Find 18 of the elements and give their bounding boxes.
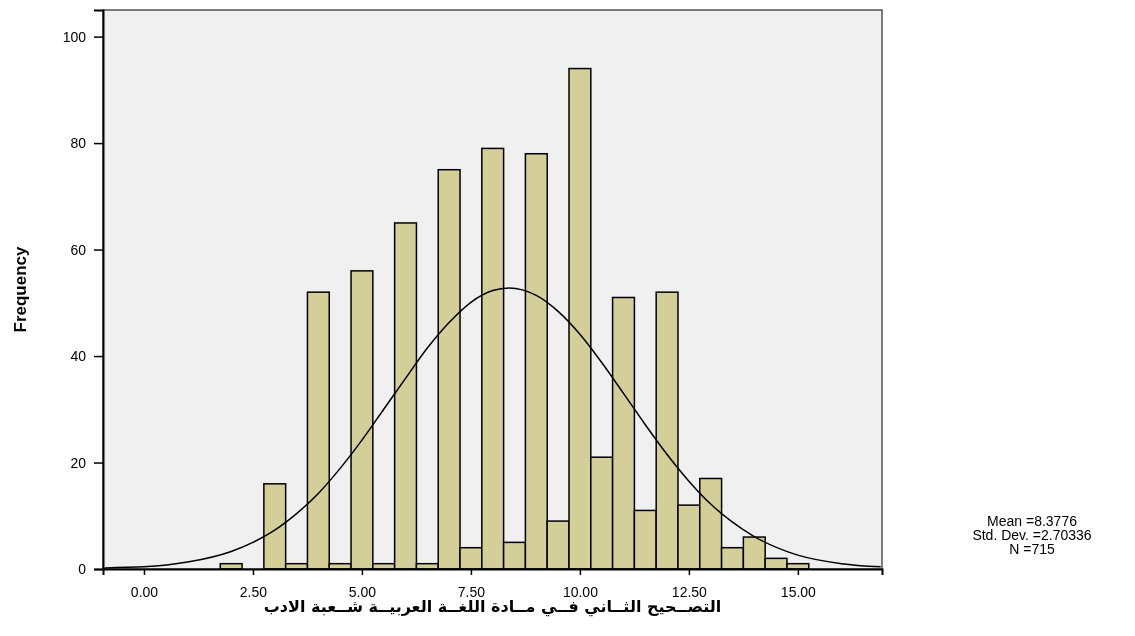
y-tick-label: 60 (70, 241, 87, 258)
y-tick-label: 80 (70, 135, 87, 152)
x-tick-label: 5.00 (348, 583, 377, 600)
text: Std. Dev. =2.70336 (972, 527, 1092, 543)
y-tick-label: 20 (70, 454, 87, 471)
y-tick-label: 0 (78, 560, 87, 577)
x-tick-label: 12.50 (671, 583, 708, 600)
x-tick-label: 2.50 (239, 583, 268, 600)
text: N =715 (1009, 541, 1055, 557)
y-tick-label: 100 (62, 28, 87, 45)
x-tick-label: 7.50 (457, 583, 486, 600)
x-tick-label: 0.00 (130, 583, 159, 600)
x-tick-label: 15.00 (780, 583, 817, 600)
y-axis-title: Frequency (11, 245, 30, 333)
text: Mean =8.3776 (987, 513, 1078, 529)
y-tick-label: 40 (70, 348, 87, 365)
x-axis-title: التصــحيح الثــاني فــي مــادة اللغــة العربيــة شــعبة الادب (263, 597, 722, 617)
x-tick-label: 10.00 (562, 583, 599, 600)
